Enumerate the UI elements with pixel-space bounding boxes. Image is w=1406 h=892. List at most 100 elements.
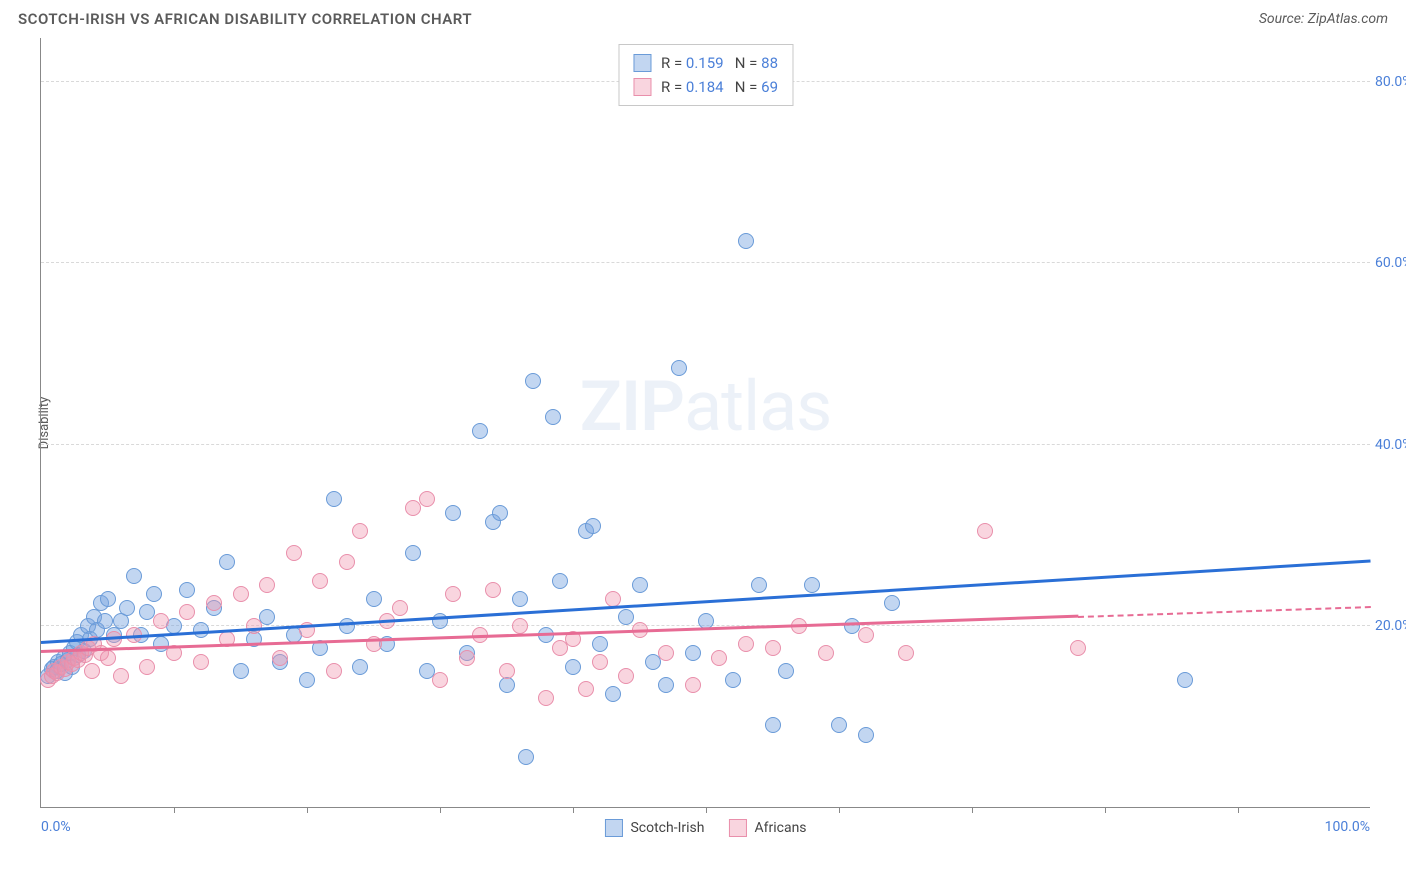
data-point xyxy=(632,577,648,593)
legend-label: Scotch-Irish xyxy=(630,820,704,836)
data-point xyxy=(1177,672,1193,688)
chart-header: SCOTCH-IRISH VS AFRICAN DISABILITY CORRE… xyxy=(0,0,1406,34)
watermark: ZIPatlas xyxy=(580,366,832,448)
chart-source: Source: ZipAtlas.com xyxy=(1259,11,1388,27)
chart-title: SCOTCH-IRISH VS AFRICAN DISABILITY CORRE… xyxy=(18,10,472,28)
data-point xyxy=(605,591,621,607)
data-point xyxy=(858,727,874,743)
data-point xyxy=(272,650,288,666)
data-point xyxy=(339,554,355,570)
data-point xyxy=(578,681,594,697)
data-point xyxy=(326,491,342,507)
data-point xyxy=(405,545,421,561)
x-tick xyxy=(1238,807,1239,813)
data-point xyxy=(711,650,727,666)
data-point xyxy=(366,591,382,607)
data-point xyxy=(738,233,754,249)
data-point xyxy=(804,577,820,593)
data-point xyxy=(492,505,508,521)
gridline xyxy=(41,262,1370,263)
data-point xyxy=(831,717,847,733)
legend-label: Africans xyxy=(754,820,806,836)
data-point xyxy=(259,609,275,625)
data-point xyxy=(565,659,581,675)
legend-swatch xyxy=(728,819,746,837)
x-tick xyxy=(174,807,175,813)
data-point xyxy=(499,663,515,679)
data-point xyxy=(352,659,368,675)
data-point xyxy=(778,663,794,679)
data-point xyxy=(552,573,568,589)
y-tick-label: 40.0% xyxy=(1375,437,1406,453)
legend-swatch xyxy=(633,54,651,72)
x-tick xyxy=(706,807,707,813)
chart-area: Disability ZIPatlas 20.0%40.0%60.0%80.0%… xyxy=(40,38,1388,808)
x-tick xyxy=(972,807,973,813)
scatter-plot: ZIPatlas 20.0%40.0%60.0%80.0%0.0%100.0%R… xyxy=(40,38,1370,808)
data-point xyxy=(605,686,621,702)
data-point xyxy=(685,645,701,661)
data-point xyxy=(751,577,767,593)
legend-stats: R = 0.184 N = 69 xyxy=(661,75,778,99)
data-point xyxy=(858,627,874,643)
data-point xyxy=(326,663,342,679)
data-point xyxy=(512,591,528,607)
data-point xyxy=(898,645,914,661)
legend-item: Scotch-Irish xyxy=(604,819,704,837)
data-point xyxy=(146,586,162,602)
data-point xyxy=(725,672,741,688)
data-point xyxy=(193,654,209,670)
x-tick xyxy=(839,807,840,813)
y-tick-label: 80.0% xyxy=(1375,74,1406,90)
data-point xyxy=(618,609,634,625)
x-axis-min-label: 0.0% xyxy=(41,819,71,835)
data-point xyxy=(658,645,674,661)
data-point xyxy=(179,582,195,598)
data-point xyxy=(339,618,355,634)
data-point xyxy=(545,409,561,425)
data-point xyxy=(884,595,900,611)
legend-swatch xyxy=(604,819,622,837)
y-tick-label: 60.0% xyxy=(1375,255,1406,271)
data-point xyxy=(445,505,461,521)
y-tick-label: 20.0% xyxy=(1375,618,1406,634)
series-legend: Scotch-Irish Africans xyxy=(604,819,806,837)
gridline xyxy=(41,444,1370,445)
data-point xyxy=(671,360,687,376)
data-point xyxy=(206,595,222,611)
data-point xyxy=(592,654,608,670)
data-point xyxy=(233,663,249,679)
data-point xyxy=(84,663,100,679)
legend-row: R = 0.159 N = 88 xyxy=(633,51,778,75)
data-point xyxy=(538,690,554,706)
data-point xyxy=(818,645,834,661)
data-point xyxy=(139,659,155,675)
data-point xyxy=(1070,640,1086,656)
data-point xyxy=(432,672,448,688)
data-point xyxy=(126,568,142,584)
data-point xyxy=(312,573,328,589)
legend-stats: R = 0.159 N = 88 xyxy=(661,51,778,75)
x-tick xyxy=(307,807,308,813)
legend-row: R = 0.184 N = 69 xyxy=(633,75,778,99)
data-point xyxy=(765,640,781,656)
data-point xyxy=(592,636,608,652)
data-point xyxy=(392,600,408,616)
correlation-legend: R = 0.159 N = 88R = 0.184 N = 69 xyxy=(618,44,793,106)
data-point xyxy=(472,423,488,439)
legend-item: Africans xyxy=(728,819,806,837)
data-point xyxy=(179,604,195,620)
trend-line-extrapolated xyxy=(1078,606,1371,618)
data-point xyxy=(525,373,541,389)
data-point xyxy=(977,523,993,539)
data-point xyxy=(299,672,315,688)
data-point xyxy=(246,618,262,634)
data-point xyxy=(286,545,302,561)
data-point xyxy=(219,554,235,570)
data-point xyxy=(153,613,169,629)
data-point xyxy=(233,586,249,602)
data-point xyxy=(113,668,129,684)
data-point xyxy=(512,618,528,634)
x-axis-max-label: 100.0% xyxy=(1325,819,1370,835)
x-tick xyxy=(440,807,441,813)
